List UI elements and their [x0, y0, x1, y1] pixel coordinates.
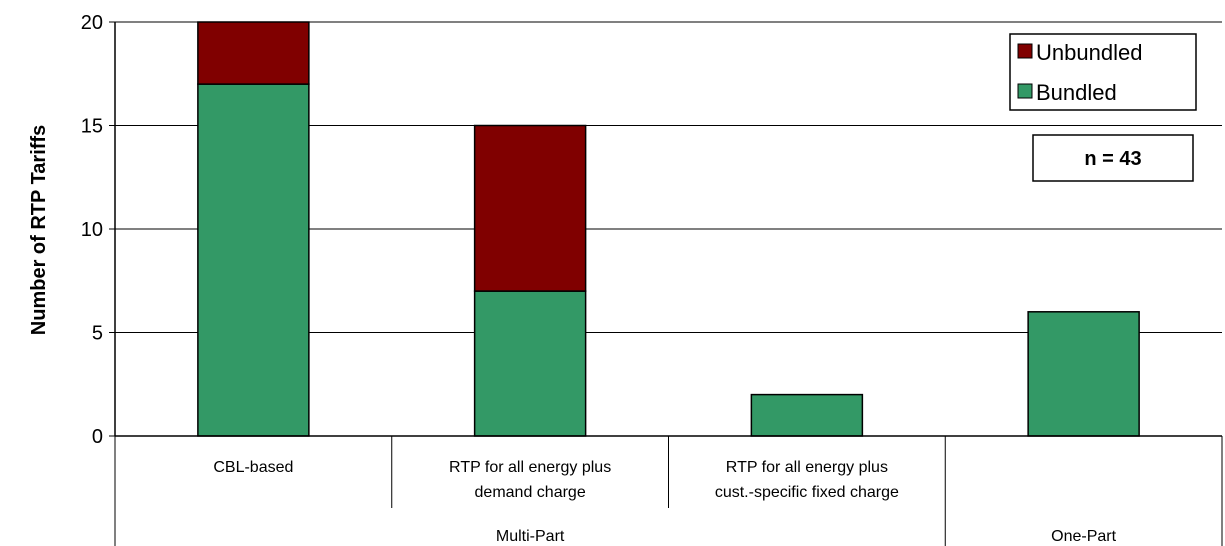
category-axis: CBL-based RTP for all energy plus demand c…	[114, 435, 1223, 546]
y-tick-label: 0	[92, 426, 103, 448]
legend: Unbundled Bundled	[1009, 33, 1197, 111]
bar-bundled-0	[197, 83, 310, 437]
legend-label-bundled: Bundled	[1036, 80, 1117, 105]
legend-swatch-bundled	[1017, 83, 1033, 99]
annotation-n-label: n = 43	[1084, 148, 1141, 170]
y-tick-label: 10	[81, 219, 103, 241]
legend-label-unbundled: Unbundled	[1036, 40, 1142, 65]
y-tick-labels: 0 5 10 15 20	[81, 12, 115, 448]
bar-bundled-3	[1027, 311, 1140, 437]
bar-bundled-1	[473, 290, 587, 437]
category-label: RTP for all energy plus	[726, 459, 888, 476]
bar-bundled-2	[750, 393, 864, 437]
bar-unbundled-1	[473, 124, 587, 292]
annotation-box	[1032, 134, 1194, 182]
y-axis-title: Number of RTP Tariffs	[28, 125, 50, 335]
group-label: Multi-Part	[496, 528, 565, 545]
legend-swatch-unbundled	[1017, 43, 1033, 59]
category-label: cust.-specific fixed charge	[715, 484, 899, 501]
bars	[197, 21, 1140, 437]
group-label: One-Part	[1051, 528, 1116, 545]
annotation-n: n = 43	[1032, 134, 1194, 182]
category-label: demand charge	[475, 484, 586, 501]
bar-unbundled-0	[197, 21, 310, 85]
category-label: CBL-based	[213, 459, 293, 476]
y-tick-label: 20	[81, 12, 103, 34]
legend-box	[1009, 33, 1197, 111]
category-label: RTP for all energy plus	[449, 459, 611, 476]
y-tick-label: 15	[81, 116, 103, 138]
y-tick-label: 5	[92, 323, 103, 345]
